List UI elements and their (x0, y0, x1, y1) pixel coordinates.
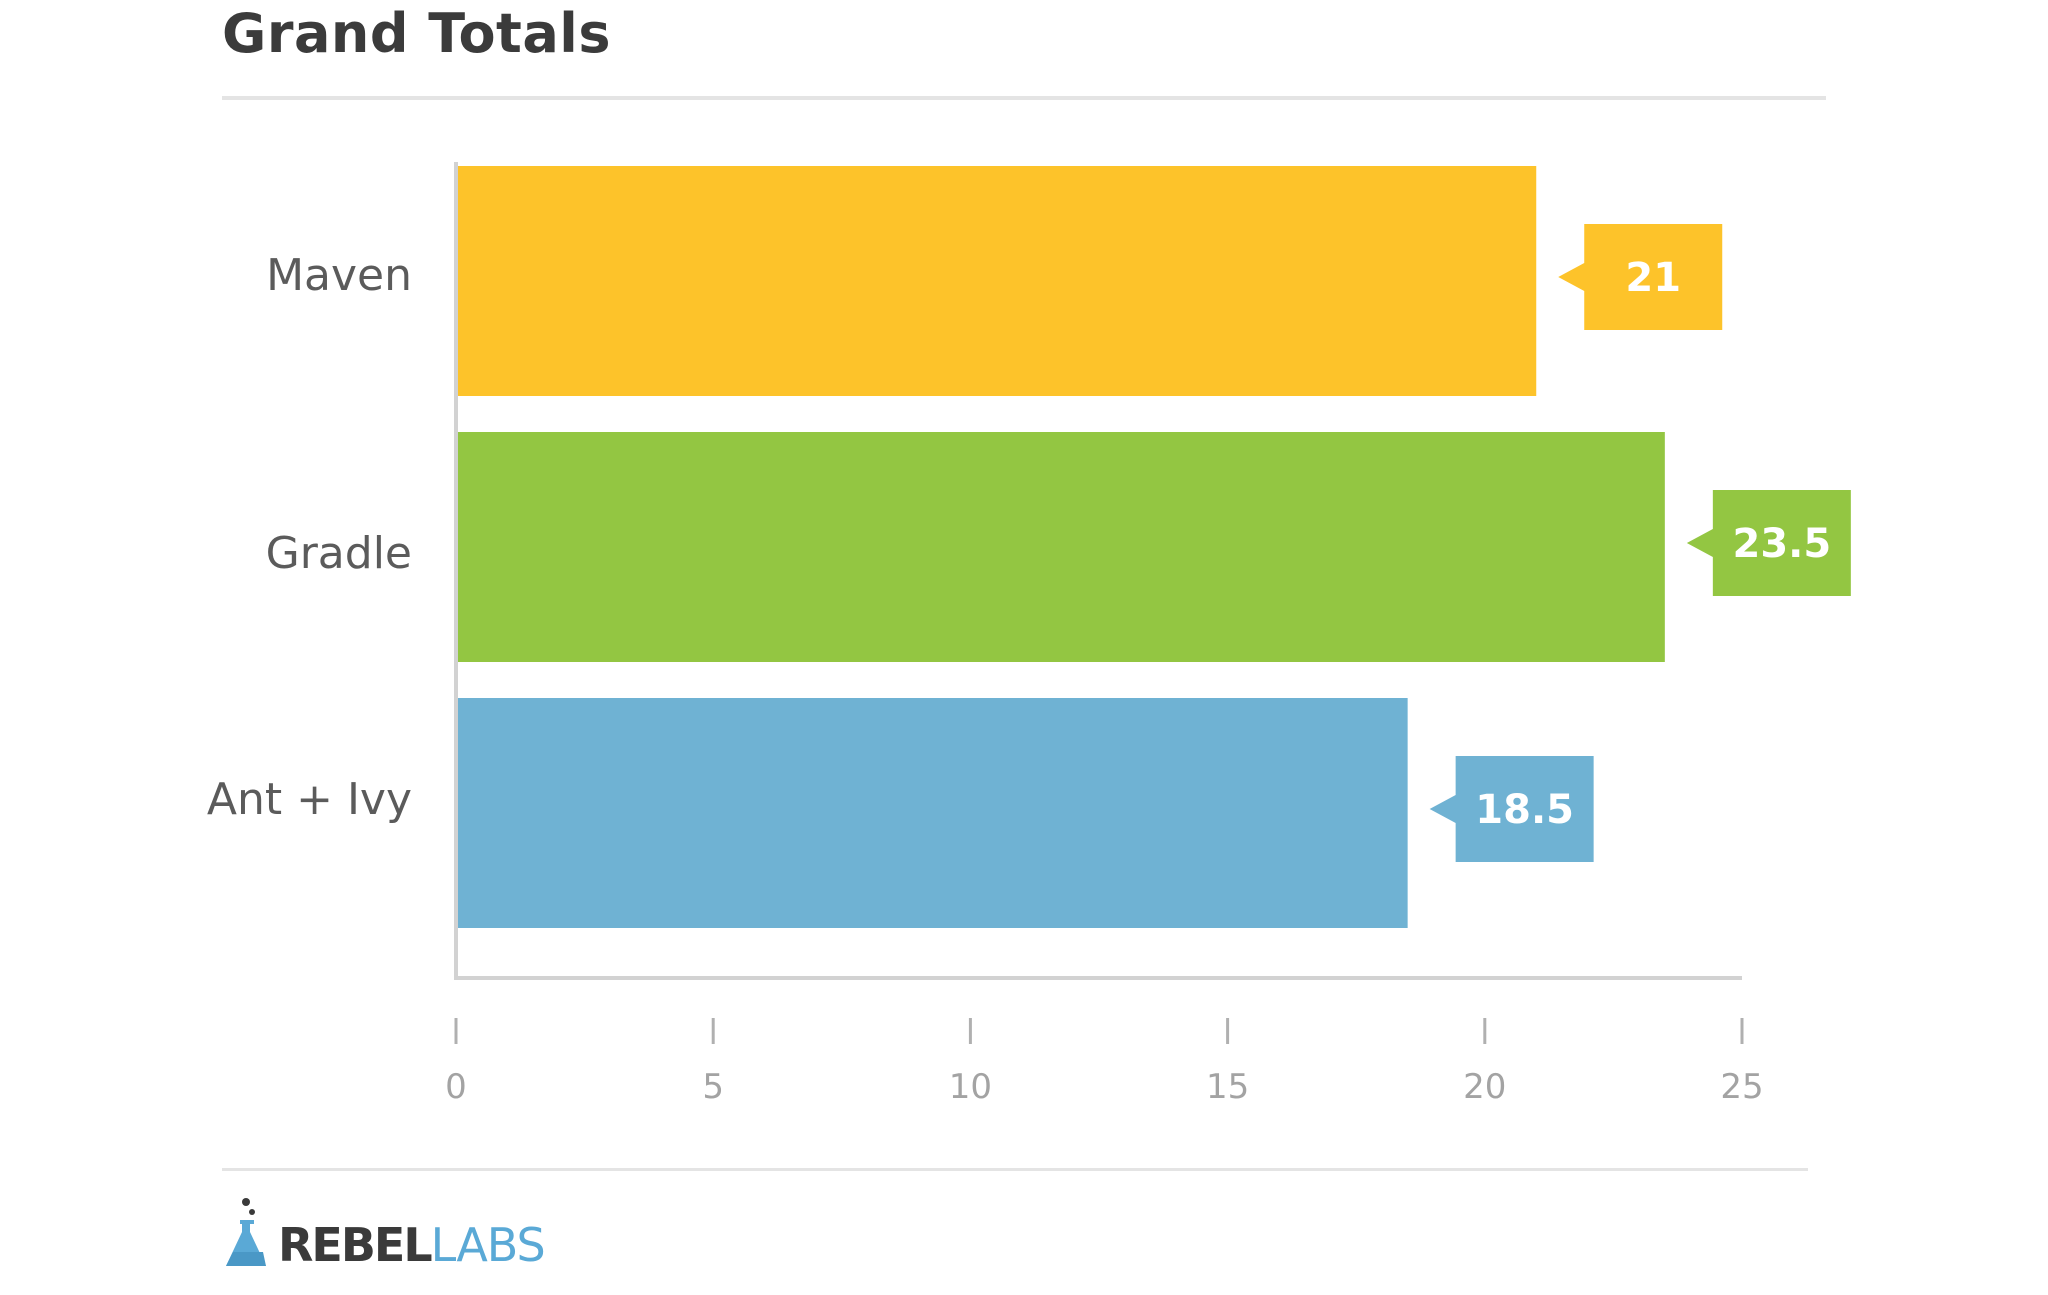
value-label: 21 (1625, 255, 1681, 301)
bars-layer: Maven 21 Gradle 23.5 Ant + Ivy 18.5 (207, 166, 1851, 928)
rebel-labs-logo: REBEL LABS (222, 1196, 546, 1272)
x-tick-label: 0 (445, 1067, 467, 1107)
value-callout (1686, 490, 1851, 596)
x-tick-label: 20 (1463, 1067, 1506, 1107)
brand-name-labs: LABS (430, 1218, 546, 1272)
category-label: Maven (266, 250, 412, 301)
bar-chart: Maven 21 Gradle 23.5 Ant + Ivy 18.5 0 5 10 15 20 2… (207, 162, 1851, 1107)
value-callout (1429, 756, 1594, 862)
bar-gradle (456, 432, 1665, 662)
bar-maven (456, 166, 1537, 396)
category-label: Ant + Ivy (207, 774, 412, 825)
value-callout (1558, 224, 1723, 330)
title-divider (222, 96, 1826, 100)
x-tick-label: 5 (702, 1067, 724, 1107)
value-label: 23.5 (1732, 521, 1831, 567)
value-label: 18.5 (1475, 787, 1574, 833)
footer-divider (222, 1168, 1808, 1171)
bar-ant-ivy (456, 698, 1408, 928)
axes-layer: 0 5 10 15 20 25 (445, 162, 1764, 1107)
x-tick-label: 10 (949, 1067, 992, 1107)
category-label: Gradle (266, 528, 412, 579)
x-tick-label: 15 (1206, 1067, 1249, 1107)
x-tick-label: 25 (1720, 1067, 1763, 1107)
brand-name-rebel: REBEL (278, 1218, 433, 1272)
chart-title: Grand Totals (222, 2, 611, 65)
flask-icon (226, 1198, 266, 1266)
